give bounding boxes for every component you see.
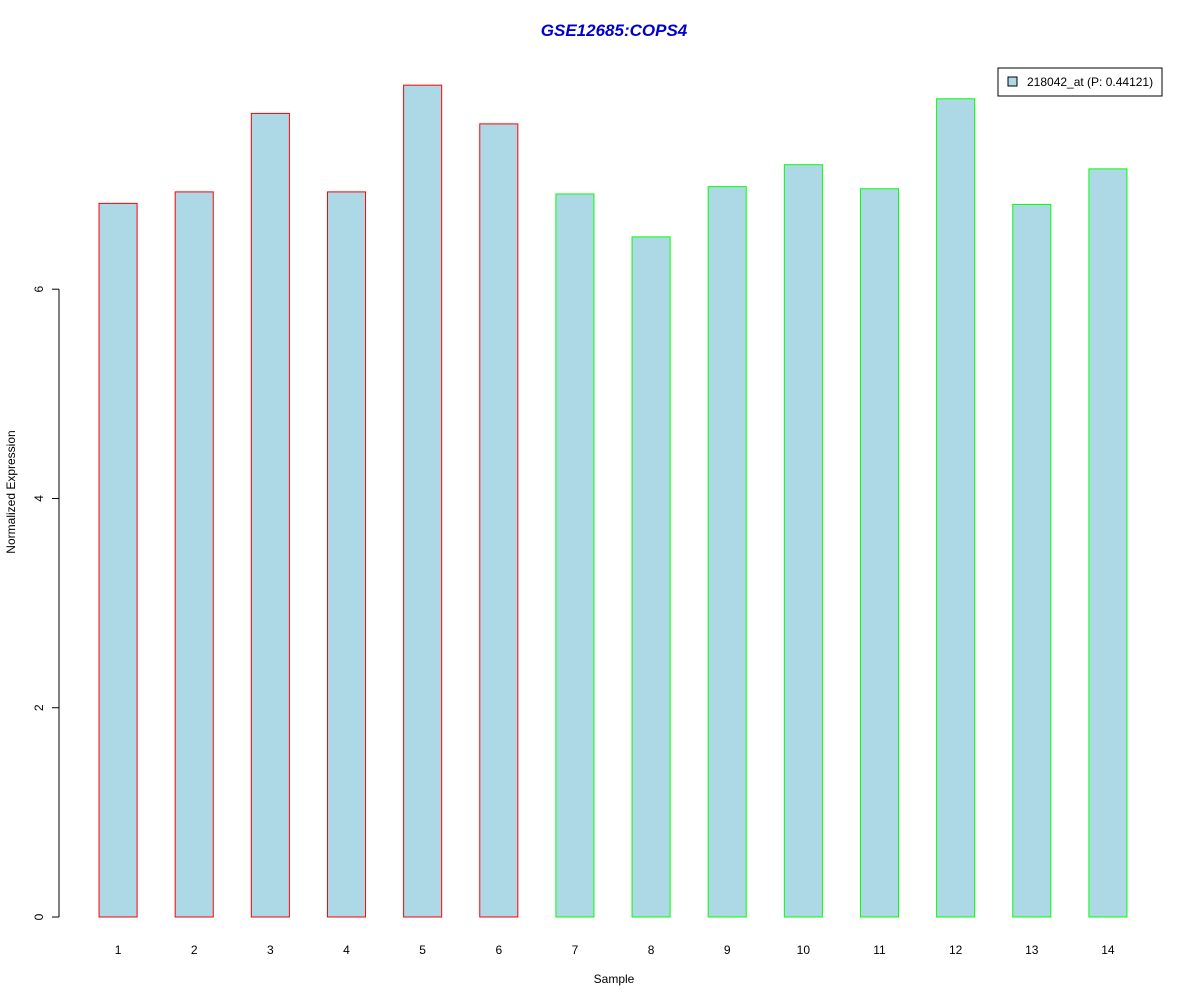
bar-sample-9 [707,186,747,918]
legend-label: 218042_at (P: 0.44121) [1027,75,1153,89]
y-tick-label: 0 [32,913,46,920]
y-tick-label: 4 [32,495,46,502]
bar-sample-4 [326,191,367,918]
y-axis: 0 2 4 6 [32,286,60,920]
bar-sample-3 [250,112,290,918]
bar-sample-5 [403,84,443,918]
x-tick-label: 2 [191,943,198,957]
y-axis-label: Normalized Expression [4,430,18,553]
bar-sample-11 [859,188,900,918]
y-tick-label: 6 [32,286,46,293]
bar-sample-7 [555,193,595,918]
x-tick-label: 1 [115,943,122,957]
x-tick-label: 5 [419,943,426,957]
bar-sample-12 [936,98,976,918]
bar-sample-1 [98,202,138,918]
x-tick-label: 8 [648,943,655,957]
chart-title: GSE12685:COPS4 [541,21,688,40]
bar-sample-10 [783,164,823,918]
bar-sample-13 [1012,203,1052,918]
x-tick-labels: 1 2 3 4 5 6 7 8 9 10 11 12 13 14 [115,943,1115,957]
x-tick-label: 12 [949,943,963,957]
x-tick-label: 10 [797,943,811,957]
x-tick-label: 7 [572,943,579,957]
legend-box [997,67,1163,97]
y-tick-label: 2 [32,704,46,711]
bar-sample-14 [1088,168,1128,918]
x-tick-label: 6 [495,943,502,957]
x-tick-label: 3 [267,943,274,957]
x-tick-label: 13 [1025,943,1039,957]
bar-sample-2 [174,191,214,918]
bar-sample-6 [479,123,519,918]
bar-sample-8 [631,236,671,918]
x-tick-label: 9 [724,943,731,957]
x-tick-label: 4 [343,943,350,957]
x-tick-label: 11 [873,943,886,957]
bars [98,84,1128,918]
x-tick-label: 14 [1101,943,1115,957]
legend: 218042_at (P: 0.44121) [997,67,1163,97]
legend-swatch [1007,76,1018,87]
x-axis-label: Sample [594,972,635,986]
